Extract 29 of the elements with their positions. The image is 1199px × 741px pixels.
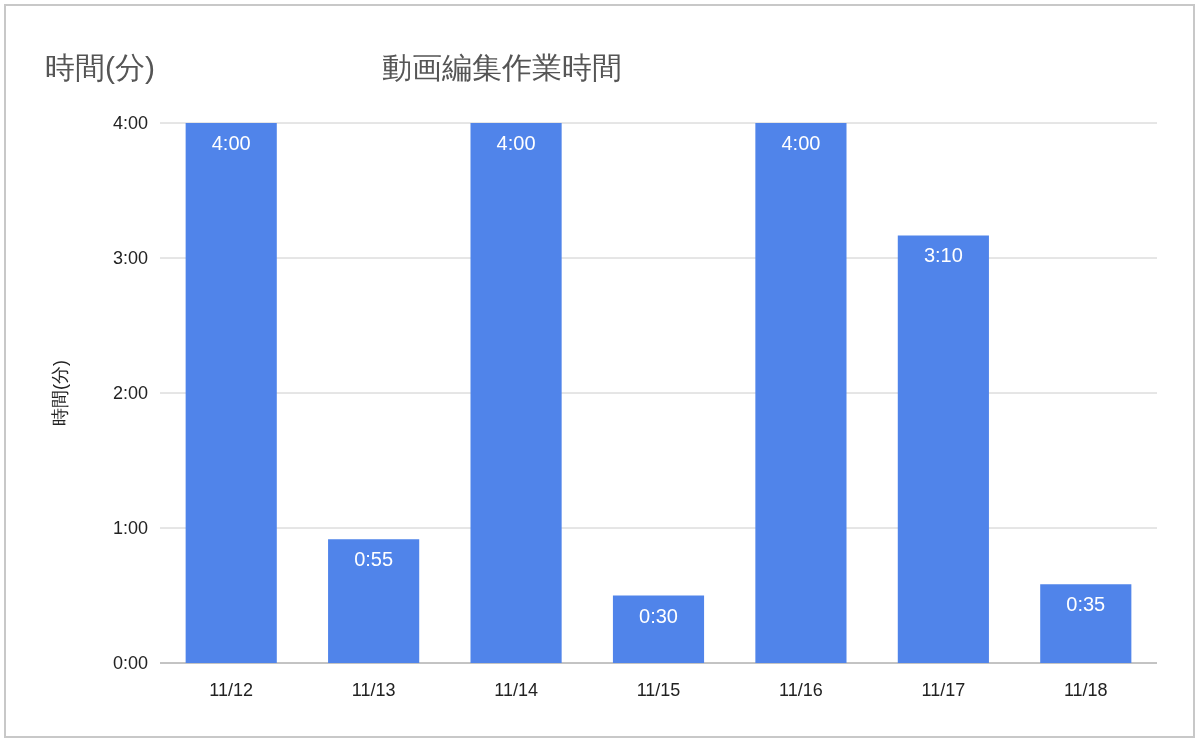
y-tick-label: 1:00 <box>112 518 148 538</box>
y-axis-title: 時間(分) <box>50 360 70 426</box>
bar <box>328 539 420 663</box>
bar <box>1040 584 1132 663</box>
bar <box>612 595 705 663</box>
x-tick-label: 11/13 <box>351 680 396 700</box>
bar <box>897 235 989 663</box>
bar <box>185 123 277 663</box>
data-label: 0:35 <box>1066 593 1106 616</box>
data-label: 0:30 <box>639 604 678 627</box>
data-label: 0:55 <box>354 548 394 571</box>
y-tick-label: 3:00 <box>112 248 148 268</box>
x-tick-label: 11/12 <box>209 680 254 700</box>
text: 時間(分) <box>45 51 155 84</box>
x-tick-label: 11/18 <box>1063 680 1108 700</box>
data-label: 4:00 <box>496 132 536 154</box>
bar <box>470 123 562 663</box>
chart-title: 動画編集作業時間 <box>382 51 622 84</box>
x-tick-label: 11/15 <box>636 680 681 700</box>
y-tick-label: 2:00 <box>112 383 148 403</box>
y-tick-label: 0:00 <box>112 653 148 673</box>
x-tick-label: 11/14 <box>494 680 538 700</box>
data-label: 4:00 <box>211 132 251 154</box>
x-tick-label: 11/17 <box>921 680 966 700</box>
y-tick-label: 4:00 <box>112 113 148 133</box>
x-tick-label: 11/16 <box>779 680 823 700</box>
data-label: 4:00 <box>781 132 821 154</box>
data-label: 3:10 <box>923 244 963 267</box>
bar <box>755 123 847 663</box>
